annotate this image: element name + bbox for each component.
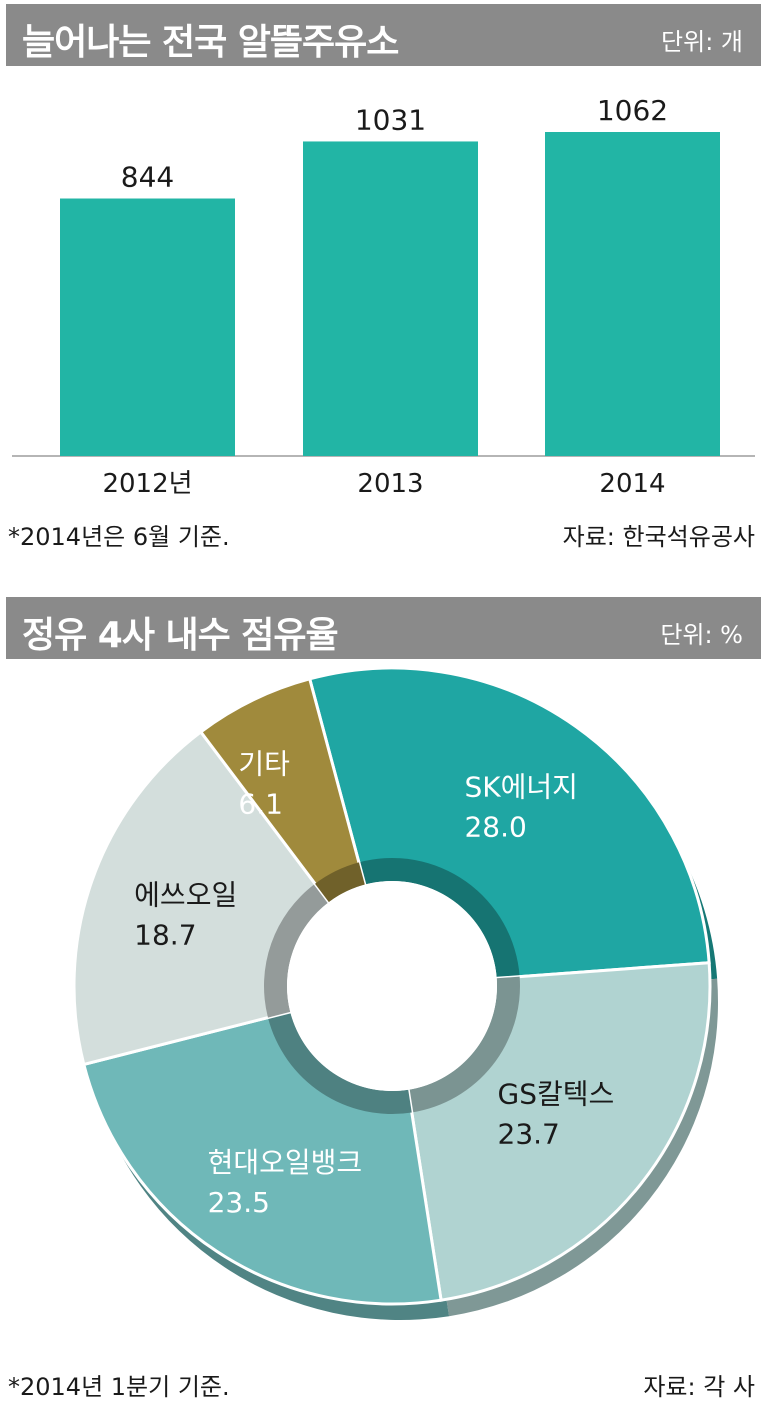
donut-slice-inner-band — [358, 858, 520, 979]
bar-chart-unit: 단위: 개 — [661, 28, 743, 56]
donut-chart-footnote: *2014년 1분기 기준. — [8, 1373, 230, 1401]
donut-chart: SK에너지 28.0 GS칼텍스 23.7 현대오일뱅크 23.5 에쓰오일 18.7 기타 6.… — [72, 666, 718, 1320]
donut-slice-label: GS칼텍스 — [498, 1078, 615, 1111]
bar-value-label: 1031 — [355, 103, 426, 136]
donut-slice-label: 기타 — [238, 748, 290, 781]
bar-category-label: 2013 — [357, 469, 423, 499]
bar-chart: 844 2012년 1031 2013 1062 2014 — [12, 94, 755, 499]
bar-category-label: 2014 — [599, 469, 665, 499]
bar-chart-footnote: *2014년은 6월 기준. — [8, 523, 230, 551]
donut-slice-label: 현대오일뱅크 — [208, 1146, 363, 1179]
bar — [60, 198, 235, 456]
bar-category-label: 2012년 — [102, 469, 192, 499]
bar-value-label: 1062 — [597, 94, 668, 127]
donut-chart-header: 정유 4사 내수 점유율 단위: % — [6, 597, 761, 659]
bar-chart-source: 자료: 한국석유공사 — [562, 523, 755, 551]
donut-chart-title: 정유 4사 내수 점유율 — [22, 615, 339, 656]
bar — [303, 141, 478, 456]
bar-chart-header: 늘어나는 전국 알뜰주유소 단위: 개 — [6, 4, 761, 66]
donut-chart-unit: 단위: % — [660, 621, 743, 649]
bar-chart-title: 늘어나는 전국 알뜰주유소 — [22, 22, 399, 63]
bar-value-label: 844 — [121, 161, 174, 194]
donut-slice-inner-band — [408, 976, 520, 1113]
donut-slice-inner-band — [264, 883, 329, 1018]
donut-hole — [287, 881, 497, 1091]
donut-slice-label: SK에너지 — [464, 771, 577, 804]
donut-slice-inner-band — [315, 862, 365, 903]
donut-chart-source: 자료: 각 사 — [643, 1373, 755, 1401]
donut-slice-label: 에쓰오일 — [134, 879, 237, 912]
bar — [545, 132, 720, 456]
donut-slice-inner-band — [267, 1011, 412, 1114]
donut-slice-value: 18.7 — [134, 919, 196, 952]
donut-slice-value: 23.7 — [498, 1118, 560, 1151]
donut-slice-value: 6.1 — [238, 788, 283, 821]
donut-slice-value: 28.0 — [464, 811, 526, 844]
donut-slice-value: 23.5 — [208, 1186, 270, 1219]
